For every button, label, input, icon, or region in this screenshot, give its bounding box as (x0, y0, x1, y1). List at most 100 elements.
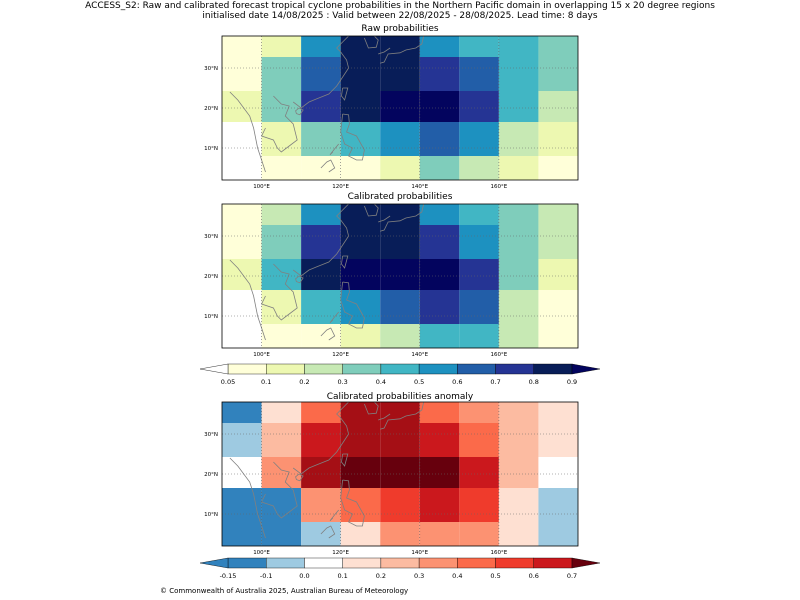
colorbar-tick-label: 0.2 (299, 378, 309, 386)
grid-cell (459, 290, 499, 324)
grid-cell (498, 457, 539, 488)
grid-cell (498, 156, 539, 180)
coastline (341, 87, 349, 101)
grid-cell (380, 402, 420, 423)
y-tick-label: 30°N (204, 66, 218, 72)
colorbar-under-arrow (199, 557, 229, 569)
y-tick-label: 10°N (204, 146, 218, 152)
panel-title: Calibrated probabilities (348, 192, 453, 202)
y-tick-label: 30°N (204, 234, 218, 240)
colorbar-tick-label: 0.3 (337, 378, 347, 386)
grid-cell (222, 290, 262, 324)
grid-cell (261, 36, 302, 57)
grid-cell (459, 122, 499, 156)
colorbar-segment (227, 363, 267, 375)
grid-cell (340, 204, 381, 225)
grid-cell (301, 457, 341, 488)
grid-cell (459, 457, 499, 488)
grid-cell (419, 122, 460, 156)
grid-cell (340, 457, 381, 488)
colorbar-tick-label: 0.6 (452, 378, 462, 386)
colorbar-under-arrow (199, 363, 229, 375)
colorbar-segment (380, 363, 420, 375)
grid-cell (340, 57, 381, 91)
grid-cell (301, 488, 341, 522)
grid-cell (459, 402, 499, 423)
grid-cell (419, 522, 460, 546)
coastline (320, 159, 336, 173)
colorbar-over-arrow (571, 363, 601, 375)
grid-cell (459, 324, 499, 348)
grid-cell (261, 156, 302, 180)
colorbar-tick-label: -0.15 (220, 572, 237, 580)
anomaly-colorbar: -0.15 -0.1 0.0 0.1 0.2 0.3 0.4 0.5 0.6 0.7 (199, 557, 601, 580)
grid-cell (261, 488, 302, 522)
colorbar-segment (533, 557, 573, 569)
grid-cell (538, 57, 578, 91)
coastline (261, 95, 298, 153)
grid-cell (261, 259, 302, 290)
x-tick-label: 120°E (332, 352, 349, 358)
colorbar-tick-label: 0.3 (414, 572, 424, 580)
coastline (380, 35, 425, 64)
x-tick-label: 140°E (411, 352, 428, 358)
coastline (329, 311, 340, 324)
grid-cell (261, 225, 302, 259)
colorbar-tick-label: 0.0 (299, 572, 309, 580)
grid-cell (498, 324, 539, 348)
colorbar-segment (380, 557, 420, 569)
coastline (329, 509, 340, 522)
grid-cell (301, 57, 341, 91)
coastline (340, 479, 365, 527)
grid-cell (301, 122, 341, 156)
x-tick-label: 140°E (411, 550, 428, 556)
coastline (329, 143, 340, 156)
grid-cell (261, 204, 302, 225)
grid-cell (301, 204, 341, 225)
x-tick-label: 120°E (332, 550, 349, 556)
colorbar-tick-label: 0.6 (529, 572, 539, 580)
grid-cell (419, 259, 460, 290)
grid-cell (419, 457, 460, 488)
grid-cell (340, 402, 381, 423)
grid-cell (459, 522, 499, 546)
grid-cell (340, 290, 381, 324)
grid-cell (380, 225, 420, 259)
colorbar-tick-label: 0.2 (376, 572, 386, 580)
colorbar-over-arrow (571, 557, 601, 569)
grid-cell (380, 122, 420, 156)
grid-cell (538, 122, 578, 156)
coastline (341, 255, 349, 269)
grid-cell (419, 36, 460, 57)
grid-cell (301, 225, 341, 259)
grid-cell (380, 423, 420, 457)
colorbar-tick-label: -0.1 (260, 572, 273, 580)
grid-cell (538, 290, 578, 324)
grid-cell (419, 402, 460, 423)
grid-cell (538, 402, 578, 423)
coastline (261, 263, 298, 321)
grid-cell (459, 225, 499, 259)
grid-cell (261, 122, 302, 156)
colorbar-tick-label: 0.4 (452, 572, 462, 580)
colorbar-segment (266, 557, 305, 569)
x-tick-label: 160°E (491, 352, 508, 358)
grid-cell (538, 36, 578, 57)
grid-cell (498, 36, 539, 57)
grid-cell (380, 457, 420, 488)
x-tick-label: 140°E (411, 184, 428, 190)
colorbar-segment (304, 557, 343, 569)
grid-cell (538, 488, 578, 522)
grid-cell (419, 488, 460, 522)
colorbar-tick-label: 0.5 (490, 572, 500, 580)
grid-cell (222, 488, 262, 522)
figure-title-line-2: initialised date 14/08/2025 : Valid betw… (202, 11, 598, 21)
grid-cell (261, 290, 302, 324)
panel-title: Calibrated probabilities anomaly (327, 392, 474, 402)
colorbar-segment (227, 557, 267, 569)
coastline (340, 281, 365, 329)
grid-cell (459, 36, 499, 57)
grid-cell (380, 259, 420, 290)
colorbar-tick-label: 0.7 (490, 378, 500, 386)
grid-cell (498, 522, 539, 546)
